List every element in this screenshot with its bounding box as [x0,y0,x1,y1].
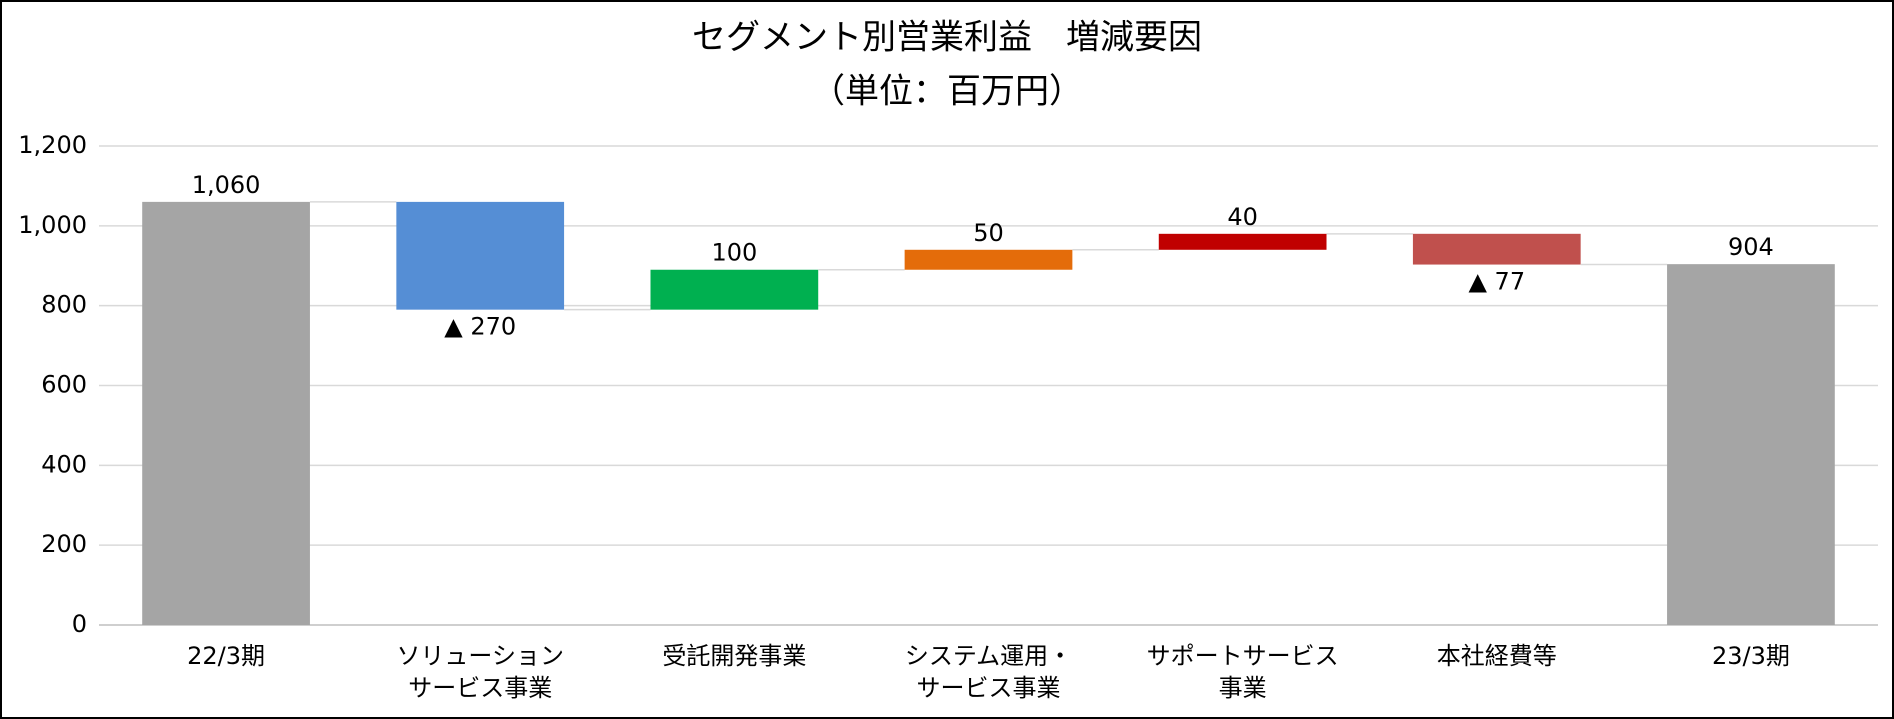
y-tick-label: 1,200 [18,131,87,159]
y-tick-label: 0 [72,610,87,638]
bar [650,269,819,310]
y-tick-label: 200 [41,530,87,558]
bar [904,249,1073,270]
value-label: 50 [973,219,1004,247]
bar [1158,233,1327,250]
x-tick-label: 受託開発事業 [662,642,806,670]
value-label: 1,060 [192,171,261,199]
x-tick-label: システム運用・サービス事業 [905,642,1072,702]
x-tick-label: サポートサービス事業 [1147,642,1339,702]
value-label: ▲ 77 [1468,268,1525,296]
bar [1667,264,1835,625]
x-tick-label: 23/3期 [1712,642,1790,670]
value-label: 904 [1728,233,1774,261]
x-tick-label: 22/3期 [187,642,265,670]
value-label: ▲ 270 [444,313,516,341]
bar [1412,233,1581,265]
value-label: 40 [1227,203,1258,231]
x-tick-label: ソリューションサービス事業 [396,642,564,702]
chart-title: セグメント別営業利益 増減要因 [692,18,1202,58]
bar [396,201,565,310]
value-label: 100 [711,239,757,267]
y-tick-label: 600 [41,371,87,399]
x-tick-label: 本社経費等 [1437,642,1557,670]
y-tick-label: 400 [41,450,87,478]
bar [142,201,310,625]
y-tick-label: 1,000 [18,211,87,239]
y-tick-label: 800 [41,291,87,319]
chart-subtitle: （単位：百万円） [811,72,1083,112]
